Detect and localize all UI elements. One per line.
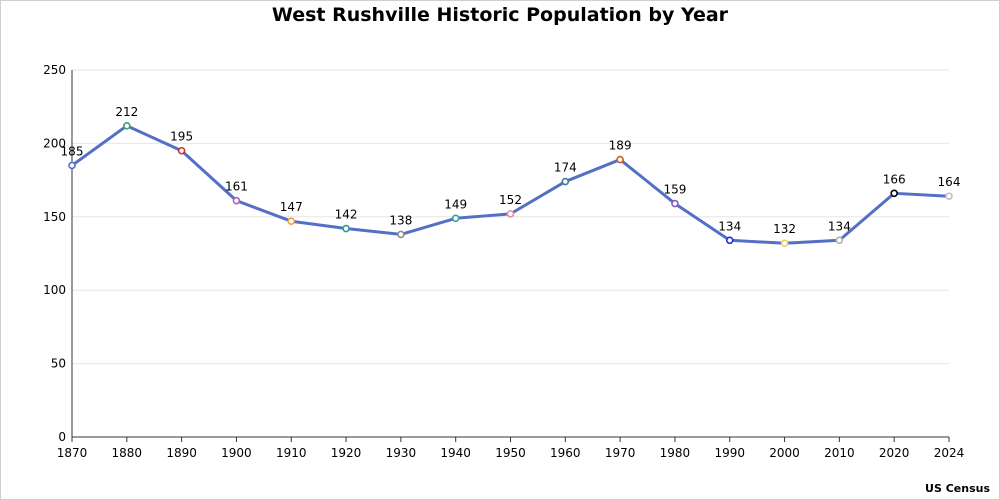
data-label: 134 [718, 219, 741, 233]
data-label: 138 [389, 213, 412, 227]
x-tick-label: 2020 [879, 446, 910, 460]
data-point[interactable] [177, 146, 186, 155]
y-tick-label: 0 [58, 430, 66, 444]
series-points [68, 121, 953, 248]
data-point[interactable] [342, 224, 350, 233]
data-point[interactable] [123, 121, 131, 130]
data-point[interactable] [506, 210, 515, 218]
data-label: 164 [938, 175, 961, 189]
y-tick-label: 150 [43, 210, 66, 224]
data-label: 147 [280, 200, 303, 214]
x-tick-label: 1970 [605, 446, 636, 460]
y-tick-label: 250 [43, 63, 66, 77]
y-tick-label: 100 [43, 283, 66, 297]
x-tick-label: 1980 [660, 446, 691, 460]
data-labels: 185 212 195 161 147 142 138 149 152 174 189 159 134 1… [61, 105, 961, 236]
data-point[interactable] [616, 155, 624, 164]
data-label: 152 [499, 193, 522, 207]
x-tick-label: 1960 [550, 446, 581, 460]
data-point[interactable] [232, 196, 241, 205]
x-tick-label: 1910 [276, 446, 307, 460]
data-label: 161 [225, 180, 248, 194]
data-label: 189 [609, 139, 632, 153]
data-point[interactable] [561, 177, 570, 186]
data-label: 185 [61, 144, 84, 158]
data-label: 142 [335, 208, 358, 222]
y-tick-label: 200 [43, 136, 66, 150]
x-tick-label: 1950 [495, 446, 526, 460]
data-label: 166 [883, 172, 906, 186]
x-tick-label: 2010 [824, 446, 855, 460]
data-point[interactable] [671, 199, 679, 208]
x-tick-label: 2024 [934, 446, 965, 460]
data-point[interactable] [945, 192, 953, 201]
data-label: 174 [554, 161, 577, 175]
y-axis-ticks: 0 50 100 150 200 250 [43, 63, 66, 444]
data-point[interactable] [725, 236, 734, 245]
x-tick-label: 1990 [714, 446, 745, 460]
x-tick-label: 1900 [221, 446, 252, 460]
chart-title: West Rushville Historic Population by Ye… [271, 4, 729, 26]
data-label: 134 [828, 219, 851, 233]
data-point[interactable] [835, 236, 844, 245]
data-label: 159 [663, 183, 686, 197]
x-tick-label: 1930 [386, 446, 417, 460]
x-tick-label: 2000 [769, 446, 800, 460]
source-note: US Census [925, 482, 990, 495]
x-tick-label: 1880 [112, 446, 143, 460]
data-label: 149 [444, 197, 467, 211]
x-axis-ticks: 1870 1880 1890 1900 1910 1920 1930 1940 1950 1960… [57, 437, 965, 460]
axes [71, 70, 949, 438]
x-tick-label: 1920 [331, 446, 362, 460]
y-tick-label: 50 [51, 357, 66, 371]
data-point[interactable] [890, 189, 898, 198]
data-label: 132 [773, 222, 796, 236]
data-point[interactable] [780, 239, 789, 248]
x-tick-label: 1890 [166, 446, 197, 460]
data-point[interactable] [287, 217, 296, 226]
data-label: 195 [170, 130, 193, 144]
x-tick-label: 1940 [440, 446, 471, 460]
data-point[interactable] [397, 230, 405, 239]
data-point[interactable] [68, 161, 76, 170]
x-tick-label: 1870 [57, 446, 88, 460]
data-point[interactable] [451, 214, 460, 223]
data-label: 212 [115, 105, 138, 119]
